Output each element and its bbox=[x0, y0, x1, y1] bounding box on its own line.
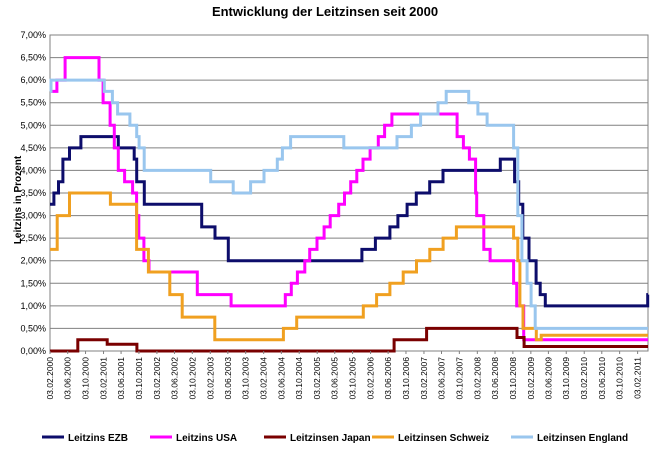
x-tick-label: 03.06.2003 bbox=[223, 357, 233, 400]
y-tick-label: 4,50% bbox=[20, 143, 46, 153]
y-tick-label: 2,00% bbox=[20, 256, 46, 266]
y-tick-label: 0,00% bbox=[20, 346, 46, 356]
x-tick-label: 03.02.2002 bbox=[152, 357, 162, 400]
x-tick-label: 03.02.2001 bbox=[99, 357, 109, 400]
x-tick-label: 03.06.2000 bbox=[63, 357, 73, 400]
x-axis-ticks: 03.02.2000 03.06.2000 03.10.2000 03.02.2001… bbox=[45, 351, 643, 400]
x-tick-label: 03.02.2003 bbox=[205, 357, 215, 400]
x-tick-label: 03.10.2003 bbox=[241, 357, 251, 400]
legend-label: Leitzinsen Japan bbox=[290, 433, 371, 444]
x-tick-label: 03.06.2005 bbox=[330, 357, 340, 400]
y-tick-label: 0,50% bbox=[20, 323, 46, 333]
legend: Leitzins EZB Leitzins USA Leitzinsen Japan… bbox=[42, 433, 628, 444]
x-tick-label: 03.10.2004 bbox=[294, 357, 304, 400]
chart-title: Entwicklung der Leitzinsen seit 2000 bbox=[212, 4, 438, 19]
series-line-4 bbox=[49, 78, 648, 330]
series-line-0 bbox=[50, 135, 650, 308]
y-tick-label: 6,00% bbox=[20, 75, 46, 85]
y-tick-label: 4,00% bbox=[20, 165, 46, 175]
x-tick-label: 03.10.2000 bbox=[81, 357, 91, 400]
series-line-3 bbox=[50, 191, 648, 342]
y-tick-label: 5,00% bbox=[20, 120, 46, 130]
y-tick-label: 3,50% bbox=[20, 188, 46, 198]
legend-label: Leitzins USA bbox=[176, 433, 237, 444]
y-tick-label: 6,50% bbox=[20, 53, 46, 63]
x-tick-label: 03.02.2005 bbox=[312, 357, 322, 400]
y-tick-label: 7,00% bbox=[20, 30, 46, 40]
x-tick-label: 03.06.2009 bbox=[543, 357, 553, 400]
x-tick-label: 03.02.2006 bbox=[366, 357, 376, 400]
y-tick-label: 1,00% bbox=[20, 301, 46, 311]
x-tick-label: 03.10.2008 bbox=[508, 357, 518, 400]
series-lines bbox=[49, 56, 650, 353]
x-tick-label: 03.06.2008 bbox=[490, 357, 500, 400]
y-axis-ticks: 0,00% 0,50% 1,00% 1,50% 2,00% 2,50% 3,00% 3,50%… bbox=[20, 30, 46, 356]
x-tick-label: 03.02.2009 bbox=[526, 357, 536, 400]
y-tick-label: 1,50% bbox=[20, 278, 46, 288]
x-tick-label: 03.10.2010 bbox=[615, 357, 625, 400]
x-tick-label: 03.10.2009 bbox=[561, 357, 571, 400]
y-tick-label: 2,50% bbox=[20, 233, 46, 243]
y-axis-label: Leitzins in Prozent bbox=[13, 155, 24, 244]
x-tick-label: 03.10.2001 bbox=[134, 357, 144, 400]
x-tick-label: 03.10.2005 bbox=[348, 357, 358, 400]
x-tick-label: 03.02.2011 bbox=[633, 357, 643, 399]
legend-label: Leitzinsen England bbox=[537, 433, 628, 444]
x-tick-label: 03.10.2006 bbox=[401, 357, 411, 400]
x-tick-label: 03.06.2002 bbox=[169, 357, 179, 400]
x-tick-label: 03.06.2007 bbox=[437, 357, 447, 400]
y-tick-label: 5,50% bbox=[20, 98, 46, 108]
x-tick-label: 03.02.2010 bbox=[579, 357, 589, 400]
x-tick-label: 03.02.2004 bbox=[259, 357, 269, 400]
series-line-1 bbox=[50, 56, 648, 342]
x-tick-label: 03.06.2001 bbox=[116, 357, 126, 400]
x-tick-label: 03.06.2006 bbox=[383, 357, 393, 400]
x-tick-label: 03.06.2004 bbox=[276, 357, 286, 400]
x-tick-label: 03.10.2007 bbox=[454, 357, 464, 400]
y-tick-label: 3,00% bbox=[20, 211, 46, 221]
legend-label: Leitzins EZB bbox=[68, 433, 128, 444]
x-tick-label: 03.02.2007 bbox=[419, 357, 429, 400]
x-tick-label: 03.02.2008 bbox=[472, 357, 482, 400]
x-tick-label: 03.06.2010 bbox=[597, 357, 607, 400]
x-tick-label: 03.02.2000 bbox=[45, 357, 55, 400]
series-line-2 bbox=[50, 326, 648, 353]
legend-label: Leitzinsen Schweiz bbox=[398, 433, 489, 444]
x-tick-label: 03.10.2002 bbox=[187, 357, 197, 400]
